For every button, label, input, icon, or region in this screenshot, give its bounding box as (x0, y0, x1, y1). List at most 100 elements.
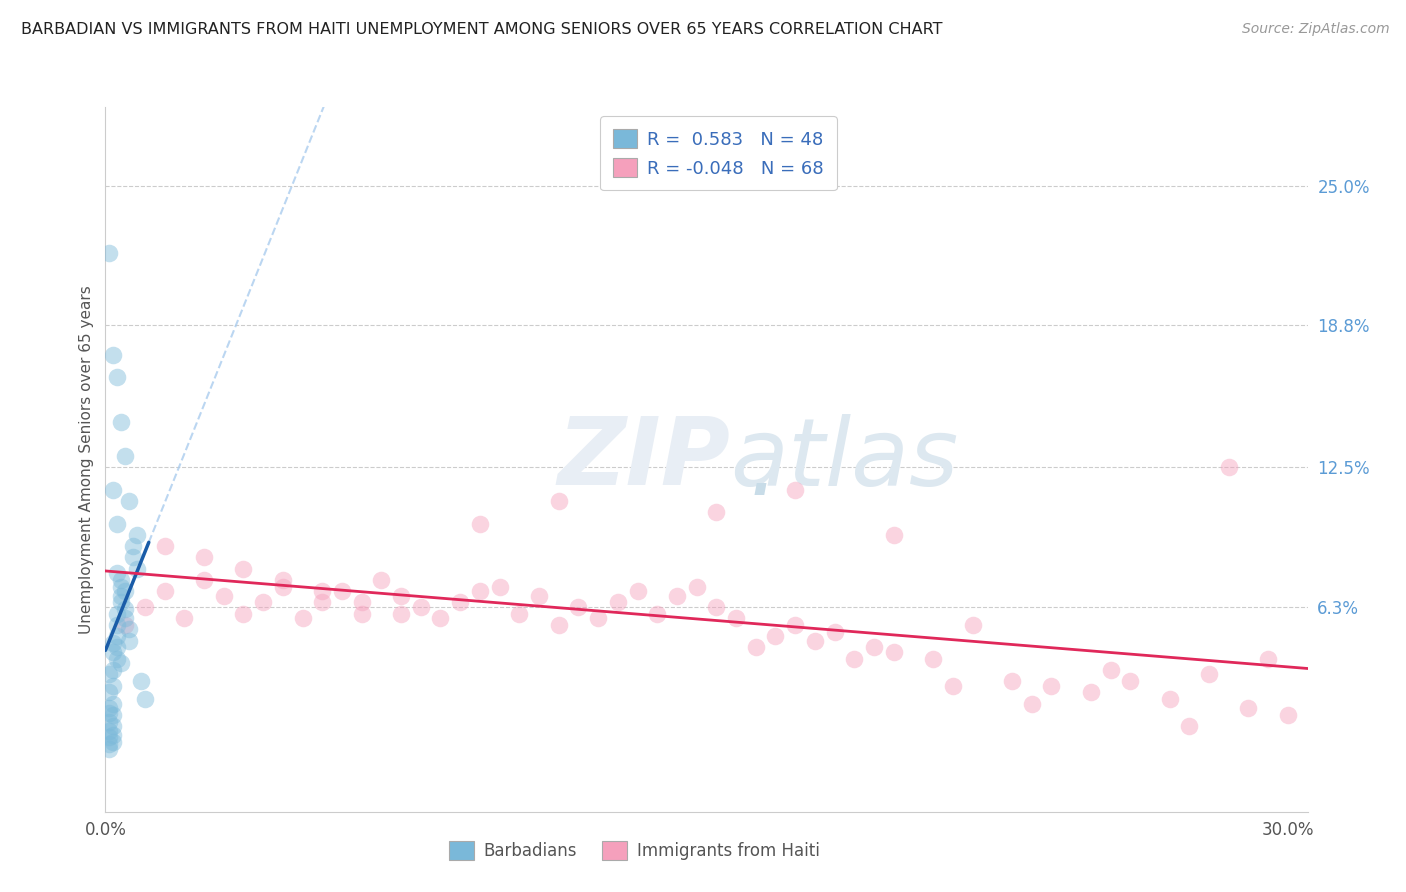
Point (98, 685, 121, 699)
Point (105, 618, 128, 632)
Point (193, 573, 215, 587)
Point (547, 618, 569, 632)
Point (110, 595, 132, 609)
Point (122, 539, 145, 553)
Point (98, 246, 121, 260)
Point (547, 494, 569, 508)
Point (232, 561, 254, 575)
Point (863, 640, 886, 655)
Point (389, 589, 412, 603)
Point (824, 624, 846, 639)
Point (685, 580, 707, 594)
Point (105, 607, 128, 621)
Point (103, 735, 125, 749)
Point (1178, 719, 1201, 733)
Point (1277, 707, 1299, 722)
Point (118, 633, 141, 648)
Point (153, 584, 176, 599)
Point (193, 550, 215, 565)
Point (626, 584, 648, 599)
Point (271, 580, 294, 594)
Point (114, 449, 136, 463)
Point (645, 607, 668, 621)
Point (370, 573, 392, 587)
Point (110, 589, 132, 603)
Point (153, 539, 176, 553)
Point (98, 737, 121, 751)
Point (291, 611, 314, 625)
Point (1080, 685, 1102, 699)
Point (311, 595, 333, 609)
Point (468, 584, 491, 599)
Y-axis label: Unemployment Among Seniors over 65 years: Unemployment Among Seniors over 65 years (79, 285, 94, 633)
Point (98, 706, 121, 720)
Point (98, 714, 121, 729)
Point (883, 645, 905, 659)
Point (252, 595, 274, 609)
Point (449, 595, 471, 609)
Point (103, 719, 125, 733)
Text: Source: ZipAtlas.com: Source: ZipAtlas.com (1241, 22, 1389, 37)
Point (105, 566, 128, 580)
Point (110, 573, 132, 587)
Point (488, 580, 510, 594)
Point (804, 633, 827, 648)
Point (1198, 667, 1220, 681)
Point (114, 602, 136, 616)
Point (105, 651, 128, 665)
Point (122, 550, 145, 565)
Point (103, 679, 125, 693)
Point (942, 679, 965, 693)
Point (110, 580, 132, 594)
Point (429, 611, 451, 625)
Point (527, 589, 550, 603)
Point (118, 494, 141, 508)
Point (103, 663, 125, 677)
Point (212, 589, 235, 603)
Point (232, 607, 254, 621)
Point (98, 667, 121, 681)
Point (785, 618, 807, 632)
Point (103, 348, 125, 362)
Point (468, 516, 491, 531)
Point (105, 629, 128, 643)
Point (409, 599, 432, 614)
Point (103, 645, 125, 659)
Point (271, 573, 294, 587)
Point (1040, 679, 1063, 693)
Point (125, 561, 148, 575)
Point (1001, 674, 1024, 689)
Point (1218, 460, 1240, 475)
Point (389, 607, 412, 621)
Point (350, 595, 373, 609)
Point (706, 599, 728, 614)
Point (311, 584, 333, 599)
Point (1119, 674, 1142, 689)
Point (98, 701, 121, 715)
Point (1159, 692, 1181, 706)
Point (1237, 701, 1260, 715)
Point (114, 611, 136, 625)
Text: .: . (748, 423, 779, 514)
Text: ZIP: ZIP (558, 413, 731, 506)
Point (105, 640, 128, 655)
Point (134, 692, 156, 706)
Point (1257, 651, 1279, 665)
Point (1021, 697, 1043, 711)
Point (98, 723, 121, 738)
Point (173, 611, 195, 625)
Point (586, 611, 609, 625)
Point (330, 584, 353, 599)
Point (1099, 663, 1122, 677)
Point (606, 595, 628, 609)
Point (114, 618, 136, 632)
Point (567, 599, 589, 614)
Legend: Barbadians, Immigrants from Haiti: Barbadians, Immigrants from Haiti (441, 835, 827, 867)
Point (745, 640, 768, 655)
Point (665, 589, 688, 603)
Point (725, 611, 748, 625)
Point (98, 731, 121, 745)
Point (118, 623, 141, 637)
Point (105, 516, 128, 531)
Point (508, 607, 530, 621)
